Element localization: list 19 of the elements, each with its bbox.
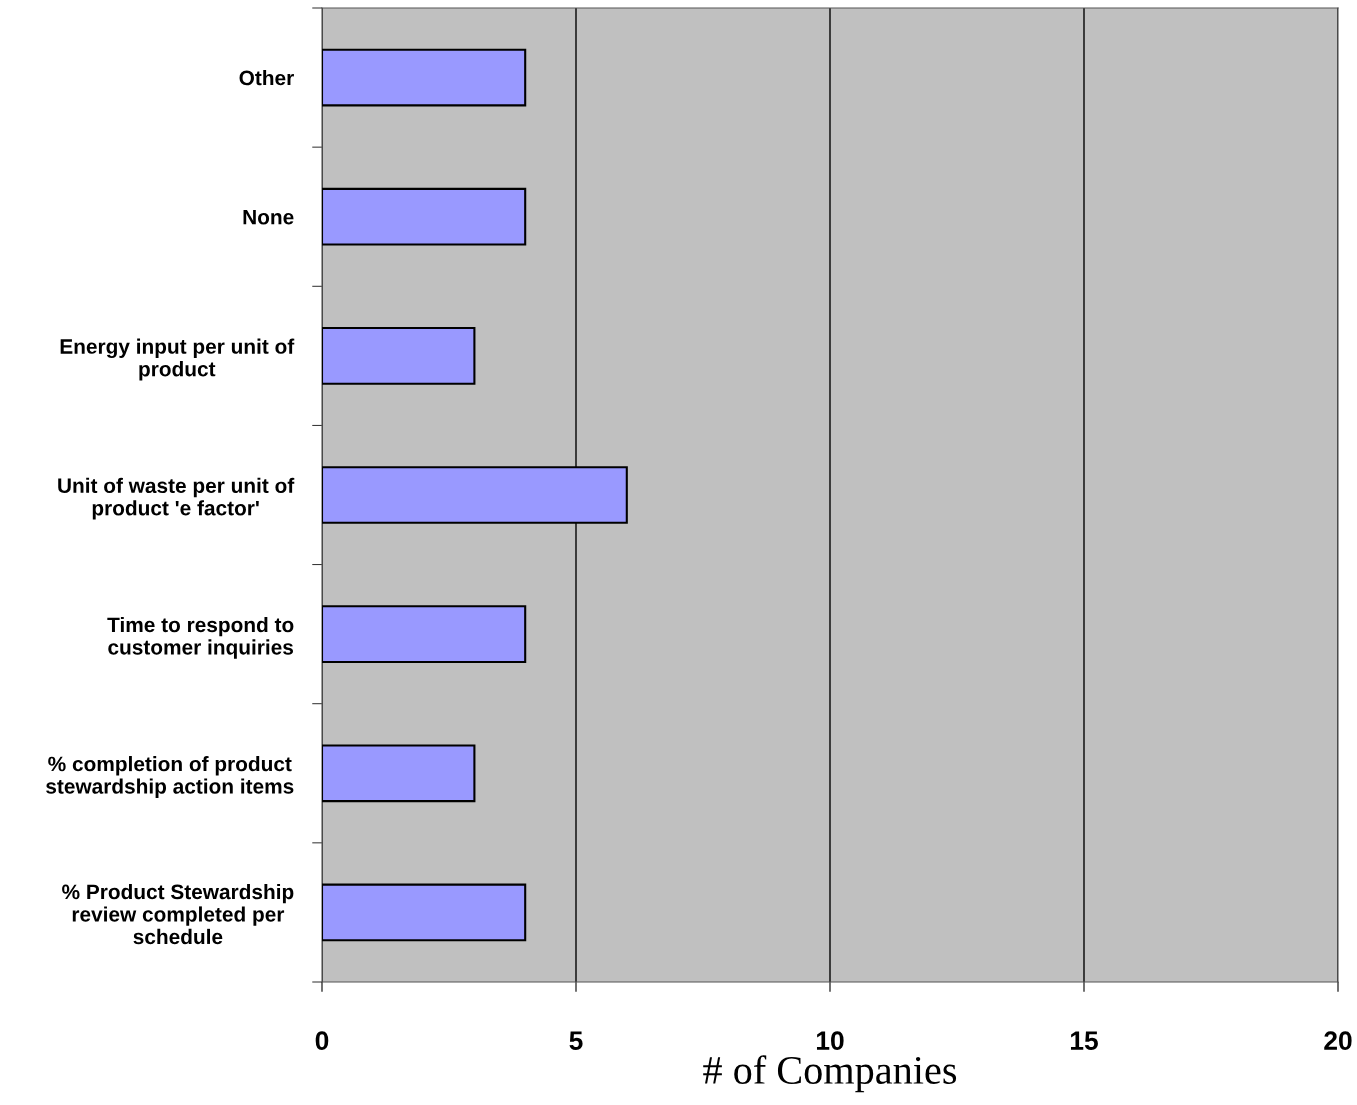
x-tick-label: 0 [315, 1031, 329, 1050]
bar [322, 326, 476, 385]
x-tick-label: 15 [1070, 1031, 1098, 1050]
y-tick-label: None [243, 209, 294, 225]
bar [322, 883, 527, 942]
y-tick-label: Time to respond to customer inquiries [107, 616, 294, 659]
x-tick-label: 10 [816, 1031, 844, 1050]
bar [322, 605, 527, 664]
x-tick-label: 5 [569, 1031, 583, 1050]
y-tick-label: Other [239, 70, 294, 86]
x-axis-title: # of Companies [703, 1055, 957, 1093]
bar [322, 48, 527, 107]
y-tick-label: % completion of product stewardship action items [46, 756, 294, 798]
y-tick-label: % Product Stewardship review completed per schedule [62, 883, 294, 945]
bar [322, 744, 476, 803]
bar [322, 187, 527, 246]
x-tick-label: 20 [1324, 1031, 1352, 1050]
y-tick-label: Energy input per unit of product [60, 338, 295, 381]
y-tick-label: Unit of waste per unit of product 'e factor' [58, 477, 295, 520]
